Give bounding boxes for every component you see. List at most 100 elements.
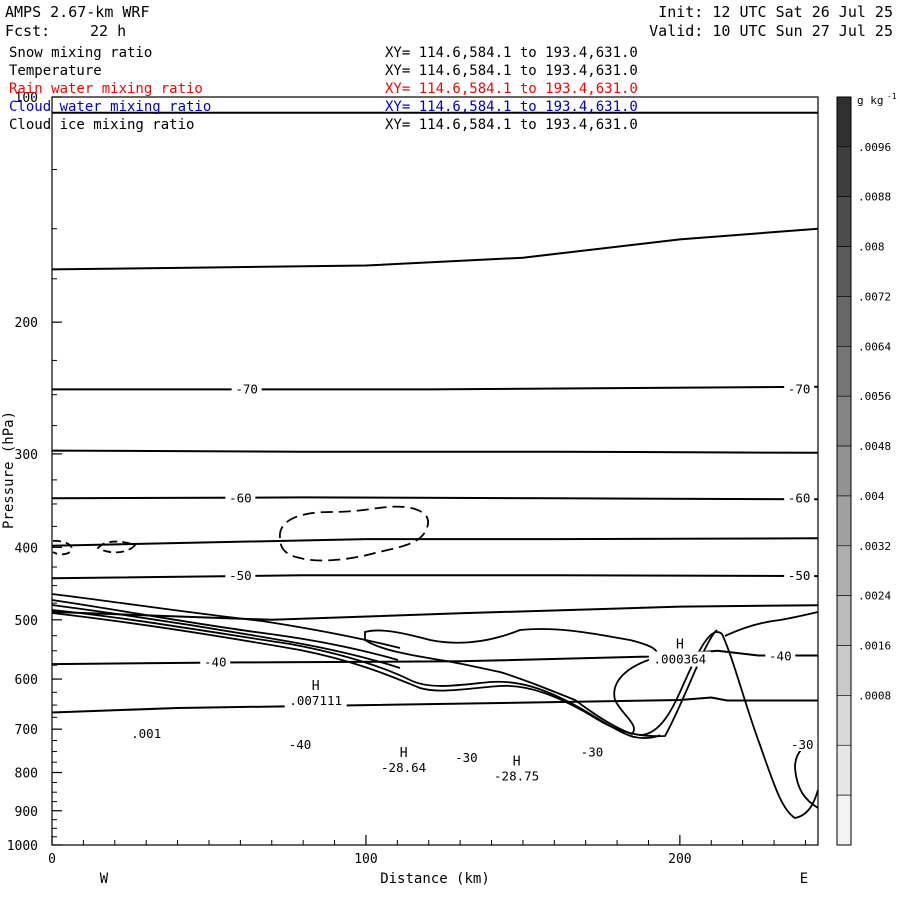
layer-section-coords: XY= 114.6,584.1 to 193.4,631.0 — [385, 63, 638, 79]
terrain-contour-1 — [51, 593, 401, 649]
terrain-mountain — [639, 631, 819, 819]
colorbar-bin — [836, 495, 852, 547]
layer-section-coords: XY= 114.6,584.1 to 193.4,631.0 — [385, 99, 638, 115]
x-tick-label: 0 — [48, 852, 56, 867]
contour-label: -40 — [204, 654, 227, 669]
terrain-contour-3 — [51, 604, 401, 669]
contour-label: -50 — [788, 568, 811, 583]
extremum-bg — [284, 692, 347, 708]
contour-label-bg — [784, 380, 815, 396]
contour-label-bg — [451, 748, 482, 764]
colorbar-bin — [836, 645, 852, 696]
model-title: AMPS 2.67-km WRF — [5, 3, 150, 21]
isotherm-line — [51, 604, 819, 621]
isotherm-line — [52, 385, 819, 391]
colorbar-bin — [836, 395, 852, 447]
contour-label-bg — [231, 380, 262, 396]
colorbar-bin — [836, 545, 852, 596]
layer-name: Cloud water mixing ratio — [9, 99, 212, 115]
colorbar-tick-label: .008 — [858, 241, 885, 254]
colorbar-bin — [836, 296, 852, 347]
plot-frame — [51, 96, 819, 846]
contour-label: -60 — [788, 490, 811, 505]
contour-label: -30 — [581, 744, 604, 759]
y-tick-label: 100 — [15, 91, 38, 106]
extremum-mark: H — [513, 755, 521, 770]
contour-label-bg — [225, 567, 256, 583]
colorbar-tick-label: .0016 — [858, 640, 891, 653]
isotherm-line — [51, 537, 819, 547]
colorbar-frame — [836, 96, 852, 846]
layer-section-coords: XY= 114.6,584.1 to 193.4,631.0 — [385, 45, 638, 61]
contour-label: -30 — [455, 750, 478, 765]
valid-time: Valid: 10 UTC Sun 27 Jul 25 — [649, 22, 893, 40]
contour-label-bg — [127, 725, 166, 741]
colorbar-bin — [836, 794, 852, 846]
east-label: E — [800, 871, 808, 887]
isotherm-line — [51, 449, 819, 454]
colorbar-tick-label: .0024 — [858, 590, 891, 603]
colorbar-bin — [836, 146, 852, 198]
forecast-hours: 22 h — [90, 22, 127, 40]
cloud-ice-contour-edge — [52, 540, 73, 556]
extremum-mark: H — [312, 679, 320, 694]
colorbar-bin — [836, 595, 852, 646]
layer-name: Rain water mixing ratio — [9, 81, 203, 97]
terrain-contour-4 — [51, 609, 661, 739]
isotherm-line — [51, 227, 819, 271]
extremum-value: -28.75 — [494, 769, 539, 784]
colorbar-tick-label: .0008 — [858, 689, 891, 702]
cloud-ice-contour-small — [96, 540, 137, 554]
cloud-ice-contour — [279, 505, 429, 562]
colorbar-unit: g kg — [857, 94, 884, 107]
y-tick-label: 300 — [15, 448, 38, 463]
contour-label-bg — [784, 567, 815, 583]
colorbar-bin — [836, 246, 852, 297]
y-tick-label: 200 — [15, 316, 38, 331]
extremum-bg — [648, 651, 711, 667]
colorbar-tick-label: .0048 — [858, 440, 891, 453]
extremum-value: .007111 — [289, 693, 342, 708]
y-tick-label: 500 — [15, 614, 38, 629]
extremum-mark: H — [400, 746, 408, 761]
colorbar-tick-label: .0032 — [858, 540, 891, 553]
colorbar-tick-label: .0088 — [858, 191, 891, 204]
x-axis-label: Distance (km) — [380, 871, 490, 887]
colorbar-bin — [836, 96, 852, 148]
contour-label-bg — [784, 489, 815, 505]
contour-label: -30 — [791, 737, 814, 752]
isotherm-line — [51, 696, 818, 714]
x-tick-label: 100 — [354, 852, 377, 867]
isotherm-line — [51, 496, 819, 501]
extremum-bg — [489, 768, 544, 784]
x-tick-label: 200 — [668, 852, 691, 867]
contour-label-bg — [787, 735, 818, 751]
contour-label-bg — [200, 653, 231, 669]
extremum-value: -28.64 — [381, 760, 426, 775]
y-axis-label: Pressure (hPa) — [1, 411, 17, 529]
init-time: Init: 12 UTC Sat 26 Jul 25 — [658, 3, 893, 21]
layer-section-coords: XY= 114.6,584.1 to 193.4,631.0 — [385, 117, 638, 133]
contour-label: -40 — [289, 737, 312, 752]
y-tick-label: 400 — [15, 541, 38, 556]
chart-labels-layer: -70 -70 -60 -60 -50 -50 -40 -40 -40 -30 -30 -30 .001… — [127, 380, 818, 784]
colorbar-tick-label: .0072 — [858, 290, 891, 303]
isotherm-line — [51, 649, 818, 666]
isotherm-line — [51, 574, 819, 580]
forecast-label: Fcst: — [5, 22, 51, 40]
axes-layer: 100 200 300 400 500 600 700 800 900 1000 0 100 200 Di… — [1, 91, 819, 887]
isotherm-layer — [51, 111, 819, 714]
colorbar-bin — [836, 346, 852, 397]
y-tick-label: 900 — [15, 805, 38, 820]
colorbar-bin — [836, 445, 852, 497]
colorbar-tick-label: .004 — [858, 490, 885, 503]
colorbar-bin — [836, 695, 852, 746]
contour-label-bg — [285, 735, 316, 751]
colorbar-tick-label: .0096 — [858, 141, 891, 154]
y-tick-label: 700 — [15, 723, 38, 738]
isotherm-minus30-low — [364, 628, 658, 736]
extremum-value: .000364 — [654, 652, 707, 667]
y-tick-label: 600 — [15, 673, 38, 688]
west-label: W — [100, 871, 109, 887]
